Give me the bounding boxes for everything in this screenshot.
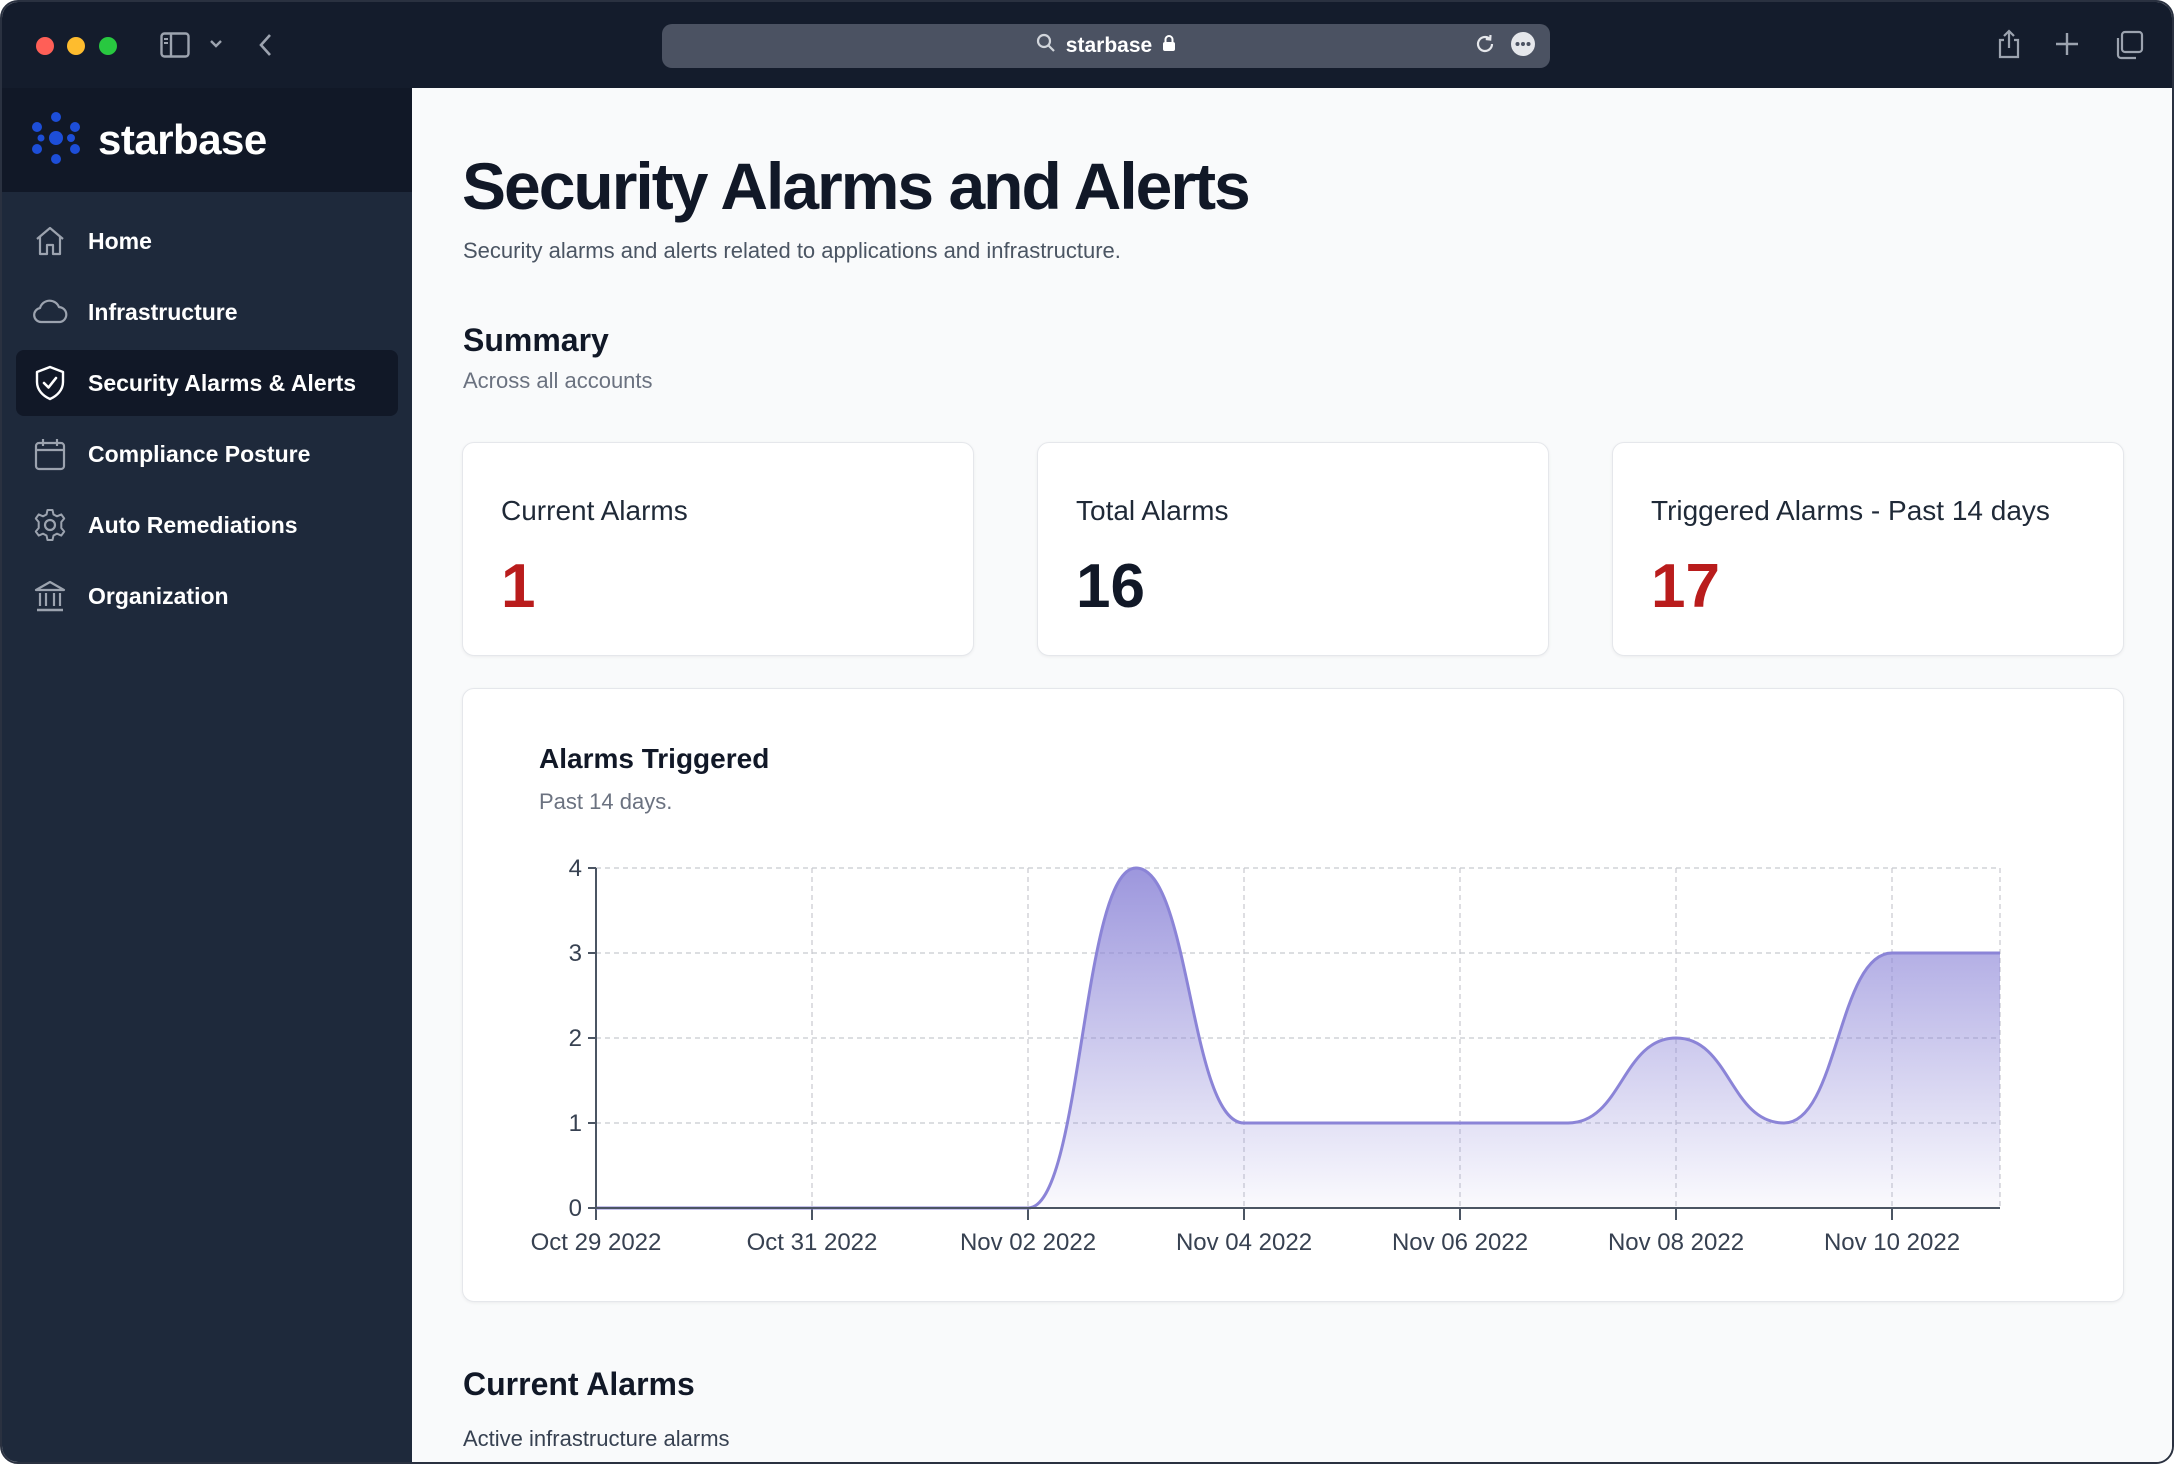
- browser-titlebar: starbase: [2, 2, 2172, 88]
- address-bar[interactable]: starbase: [662, 24, 1550, 68]
- close-window-button[interactable]: [36, 37, 54, 55]
- cloud-icon: [32, 294, 68, 330]
- sidebar-item-label: Security Alarms & Alerts: [88, 369, 357, 396]
- search-icon: [1036, 33, 1056, 59]
- summary-subtitle: Across all accounts: [463, 368, 653, 393]
- main-content: Security Alarms and Alerts Security alar…: [412, 88, 2172, 1462]
- home-icon: [32, 223, 68, 259]
- shield-check-icon: [32, 365, 68, 401]
- url-text: starbase: [1065, 34, 1153, 57]
- area-fill: [596, 868, 2000, 1208]
- stat-label: Triggered Alarms - Past 14 days: [1651, 495, 2050, 526]
- x-tick-label: Nov 04 2022: [1176, 1229, 1312, 1256]
- stat-value: 16: [1076, 552, 1145, 621]
- sidebar-item-auto-remediations[interactable]: Auto Remediations: [16, 492, 398, 558]
- sidebar: starbase Home Infrastructure Security Al…: [2, 88, 412, 1462]
- stat-value: 1: [501, 552, 536, 621]
- sidebar-item-security[interactable]: Security Alarms & Alerts: [16, 350, 398, 416]
- sidebar-nav: Home Infrastructure Security Alarms & Al…: [2, 192, 412, 629]
- y-tick-label: 2: [569, 1025, 582, 1052]
- chart-title: Alarms Triggered: [539, 743, 770, 774]
- stat-value: 17: [1651, 552, 1720, 621]
- page-subtitle: Security alarms and alerts related to ap…: [463, 238, 1121, 263]
- stat-label: Current Alarms: [501, 495, 688, 526]
- building-icon: [32, 578, 68, 614]
- x-tick-label: Nov 08 2022: [1608, 1229, 1744, 1256]
- stat-card-triggered-alarms: Triggered Alarms - Past 14 days 17: [1612, 442, 2124, 656]
- sidebar-item-label: Home: [88, 227, 152, 254]
- y-tick-label: 0: [569, 1195, 582, 1222]
- x-tick-label: Nov 06 2022: [1392, 1229, 1528, 1256]
- alarms-area-chart: 0 1 2 3 4 Oct 29 2022 Oct 31 2022 Nov 02 2022 No…: [531, 855, 2001, 1256]
- tab-overview-icon[interactable]: [2114, 30, 2144, 60]
- back-arrow-icon[interactable]: [258, 32, 274, 58]
- minimize-window-button[interactable]: [67, 37, 85, 55]
- brand-name: starbase: [98, 116, 267, 163]
- sidebar-item-compliance[interactable]: Compliance Posture: [16, 421, 398, 487]
- calendar-icon: [32, 436, 68, 472]
- sidebar-item-label: Compliance Posture: [88, 440, 311, 467]
- lock-icon: [1162, 34, 1176, 58]
- zoom-window-button[interactable]: [99, 37, 117, 55]
- x-tick-label: Nov 02 2022: [960, 1229, 1096, 1256]
- gear-icon: [32, 507, 68, 543]
- alarms-triggered-chart-card: Alarms Triggered Past 14 days. 0 1 2 3 4 Oct …: [462, 688, 2124, 1302]
- new-tab-icon[interactable]: [2054, 31, 2080, 57]
- brand-header[interactable]: starbase: [2, 88, 412, 192]
- y-tick-label: 4: [569, 855, 582, 882]
- sidebar-toggle-icon[interactable]: [160, 32, 190, 58]
- chevron-down-icon[interactable]: [208, 38, 224, 50]
- stat-card-total-alarms: Total Alarms 16: [1037, 442, 1549, 656]
- sidebar-item-label: Organization: [88, 582, 229, 609]
- page-title: Security Alarms and Alerts: [462, 149, 1251, 223]
- reload-icon[interactable]: [1474, 33, 1496, 60]
- current-alarms-title: Current Alarms: [463, 1366, 695, 1402]
- sidebar-item-organization[interactable]: Organization: [16, 563, 398, 629]
- sidebar-item-infrastructure[interactable]: Infrastructure: [16, 279, 398, 345]
- sidebar-item-home[interactable]: Home: [16, 208, 398, 274]
- y-tick-label: 1: [569, 1110, 582, 1137]
- stat-card-current-alarms: Current Alarms 1: [462, 442, 974, 656]
- sidebar-item-label: Auto Remediations: [88, 511, 298, 538]
- chart-subtitle: Past 14 days.: [539, 789, 673, 814]
- stat-label: Total Alarms: [1076, 495, 1229, 526]
- share-icon[interactable]: [1996, 28, 2022, 60]
- current-alarms-subtitle: Active infrastructure alarms: [463, 1426, 730, 1451]
- y-tick-label: 3: [569, 940, 582, 967]
- starbase-logo-icon: [28, 110, 84, 171]
- x-tick-label: Oct 31 2022: [747, 1229, 878, 1256]
- x-tick-label: Oct 29 2022: [531, 1229, 662, 1256]
- x-tick-label: Nov 10 2022: [1824, 1229, 1960, 1256]
- sidebar-item-label: Infrastructure: [88, 298, 238, 325]
- summary-title: Summary: [463, 322, 609, 358]
- more-options-icon[interactable]: [1510, 31, 1536, 62]
